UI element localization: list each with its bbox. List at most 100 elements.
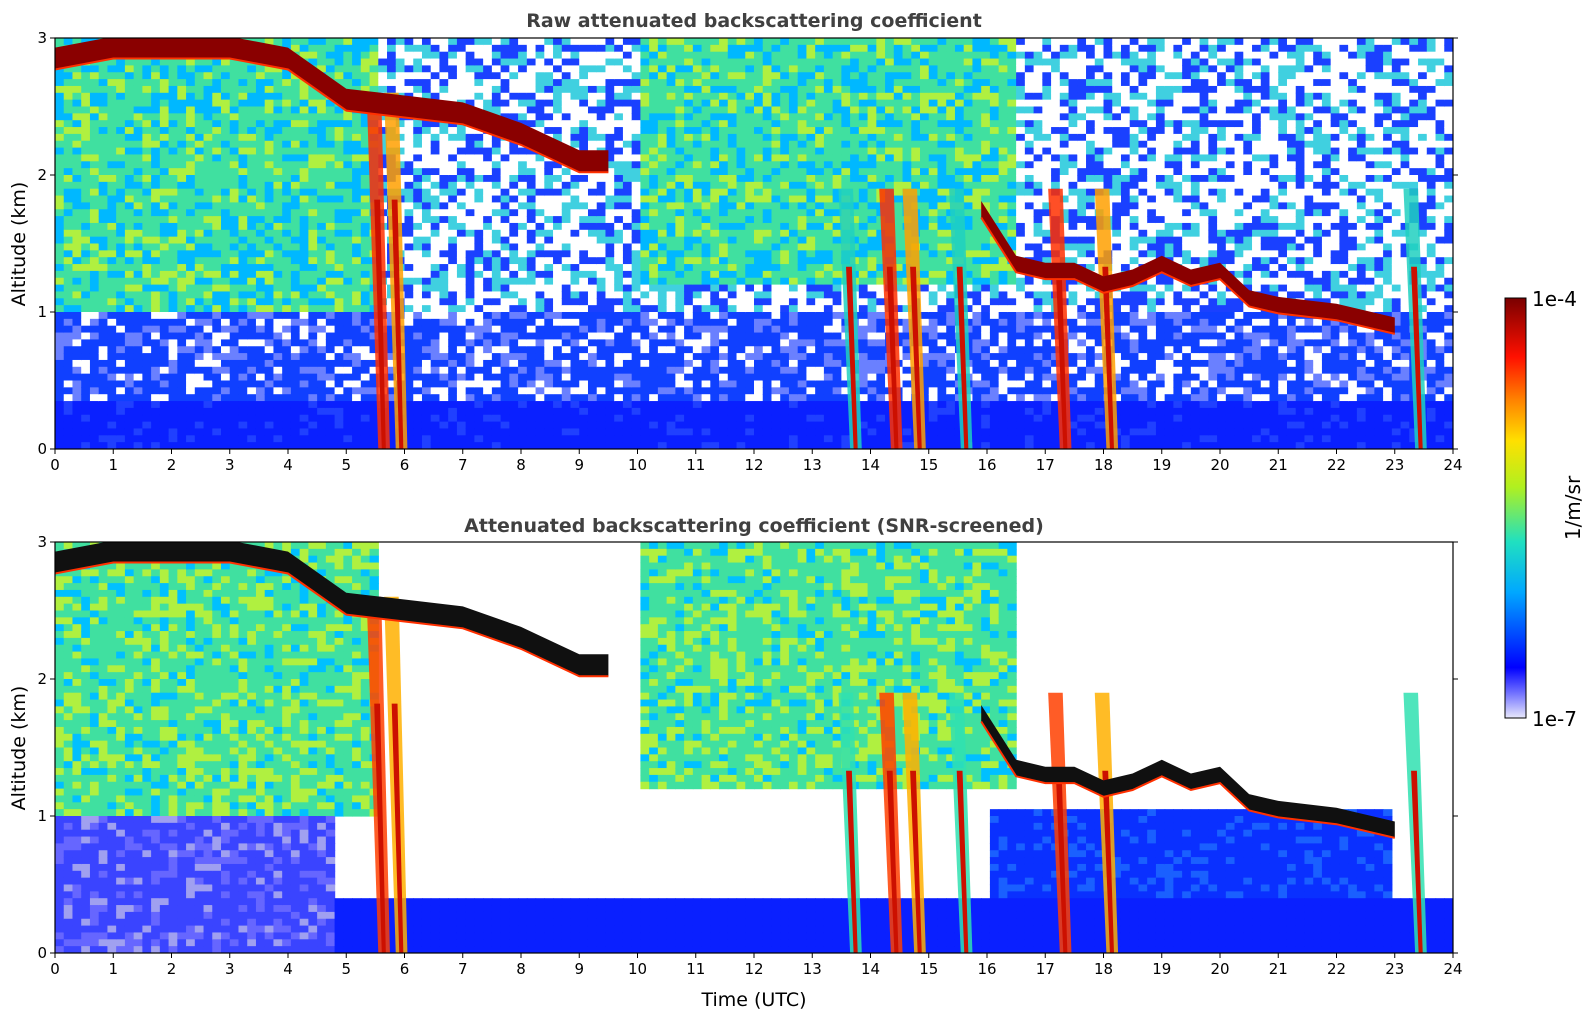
heatmap-cell [133,264,143,272]
heatmap-cell [325,65,336,73]
panel-title-raw: Raw attenuated backscattering coefficien… [526,10,982,32]
heatmap-cell [553,394,563,402]
heatmap-cell [186,113,196,121]
heatmap-cell [317,305,327,313]
heatmap-cell [273,243,283,251]
heatmap-cell [203,120,213,128]
heatmap-cell [229,161,240,169]
heatmap-cell [317,291,327,299]
heatmap-cell [535,216,545,224]
heatmap-cell [692,387,703,395]
heatmap-cell [352,366,362,375]
heatmap-cell [518,216,528,224]
heatmap-cell [247,175,257,183]
heatmap-cell [745,51,755,60]
heatmap-cell [404,85,414,94]
heatmap-cell [491,305,502,313]
heatmap-cell [430,346,441,354]
heatmap-cell [448,380,458,388]
heatmap-cell [666,92,676,101]
heatmap-cell [308,44,318,53]
heatmap-cell [474,202,484,210]
heatmap-cell [177,366,187,375]
heatmap-cell [264,353,275,361]
heatmap-cell [168,346,178,354]
heatmap-cell [343,236,353,245]
heatmap-cell [780,120,790,128]
heatmap-cell [116,277,126,286]
heatmap-cell [343,421,353,430]
heatmap-cell [483,181,493,190]
heatmap-cell [692,202,703,210]
heatmap-cell [430,72,441,80]
heatmap-cell [631,325,642,334]
heatmap-cell [579,284,589,293]
heatmap-cell [159,127,170,135]
heatmap-cell [579,133,589,142]
heatmap-cell [771,442,781,449]
heatmap-cell [754,277,764,286]
heatmap-cell [596,428,607,436]
heatmap-cell [666,79,676,87]
heatmap-cell [413,305,423,313]
heatmap-cell [771,332,781,340]
heatmap-cell [142,428,152,436]
heatmap-cell [221,353,231,361]
heatmap-cell [439,209,449,217]
heatmap-cell [168,202,178,210]
heatmap-cell [352,133,362,142]
heatmap-cell [570,236,580,245]
heatmap-cell [360,394,371,402]
heatmap-cell [413,387,423,395]
heatmap-cell [299,161,309,169]
heatmap-cell [98,113,109,121]
heatmap-cell [133,442,143,449]
heatmap-cell [561,106,572,114]
heatmap-cell [675,291,685,299]
heatmap-cell [657,92,668,101]
heatmap-cell [649,318,659,327]
heatmap-cell [299,106,309,114]
heatmap-cell [81,339,91,347]
heatmap-cell [290,209,301,217]
heatmap-cell [395,65,406,73]
heatmap-cell [221,65,231,73]
heatmap-cell [605,92,615,101]
heatmap-cell [404,414,414,423]
heatmap-cell [675,222,685,231]
heatmap-cell [273,202,283,210]
heatmap-cell [491,147,502,156]
heatmap-cell [710,92,720,101]
heatmap-cell [255,414,266,423]
heatmap-cell [221,154,231,162]
heatmap-cell [710,79,720,87]
heatmap-cell [142,127,152,135]
heatmap-cell [89,133,100,142]
heatmap-cell [89,401,100,409]
heatmap-cell [544,380,554,388]
heatmap-cell [107,353,117,361]
heatmap-cell [290,421,301,430]
heatmap-cell [465,359,475,368]
heatmap-cell [745,44,755,53]
heatmap-cell [299,140,309,149]
heatmap-cell [352,394,362,402]
heatmap-cell [194,168,205,176]
heatmap-cell [518,202,528,210]
heatmap-cell [762,181,773,190]
heatmap-cell [413,65,423,73]
heatmap-cell [81,120,91,128]
heatmap-cell [299,181,309,190]
heatmap-cell [404,346,414,354]
heatmap-cell [404,291,414,299]
heatmap-cell [509,58,519,66]
heatmap-cell [89,195,100,203]
heatmap-cell [98,99,109,108]
heatmap-cell [133,284,143,293]
heatmap-cell [255,133,266,142]
heatmap-cell [343,387,353,395]
heatmap-cell [448,257,458,265]
heatmap-cell [465,216,475,224]
heatmap-cell [116,120,126,128]
heatmap-cell [273,346,283,354]
